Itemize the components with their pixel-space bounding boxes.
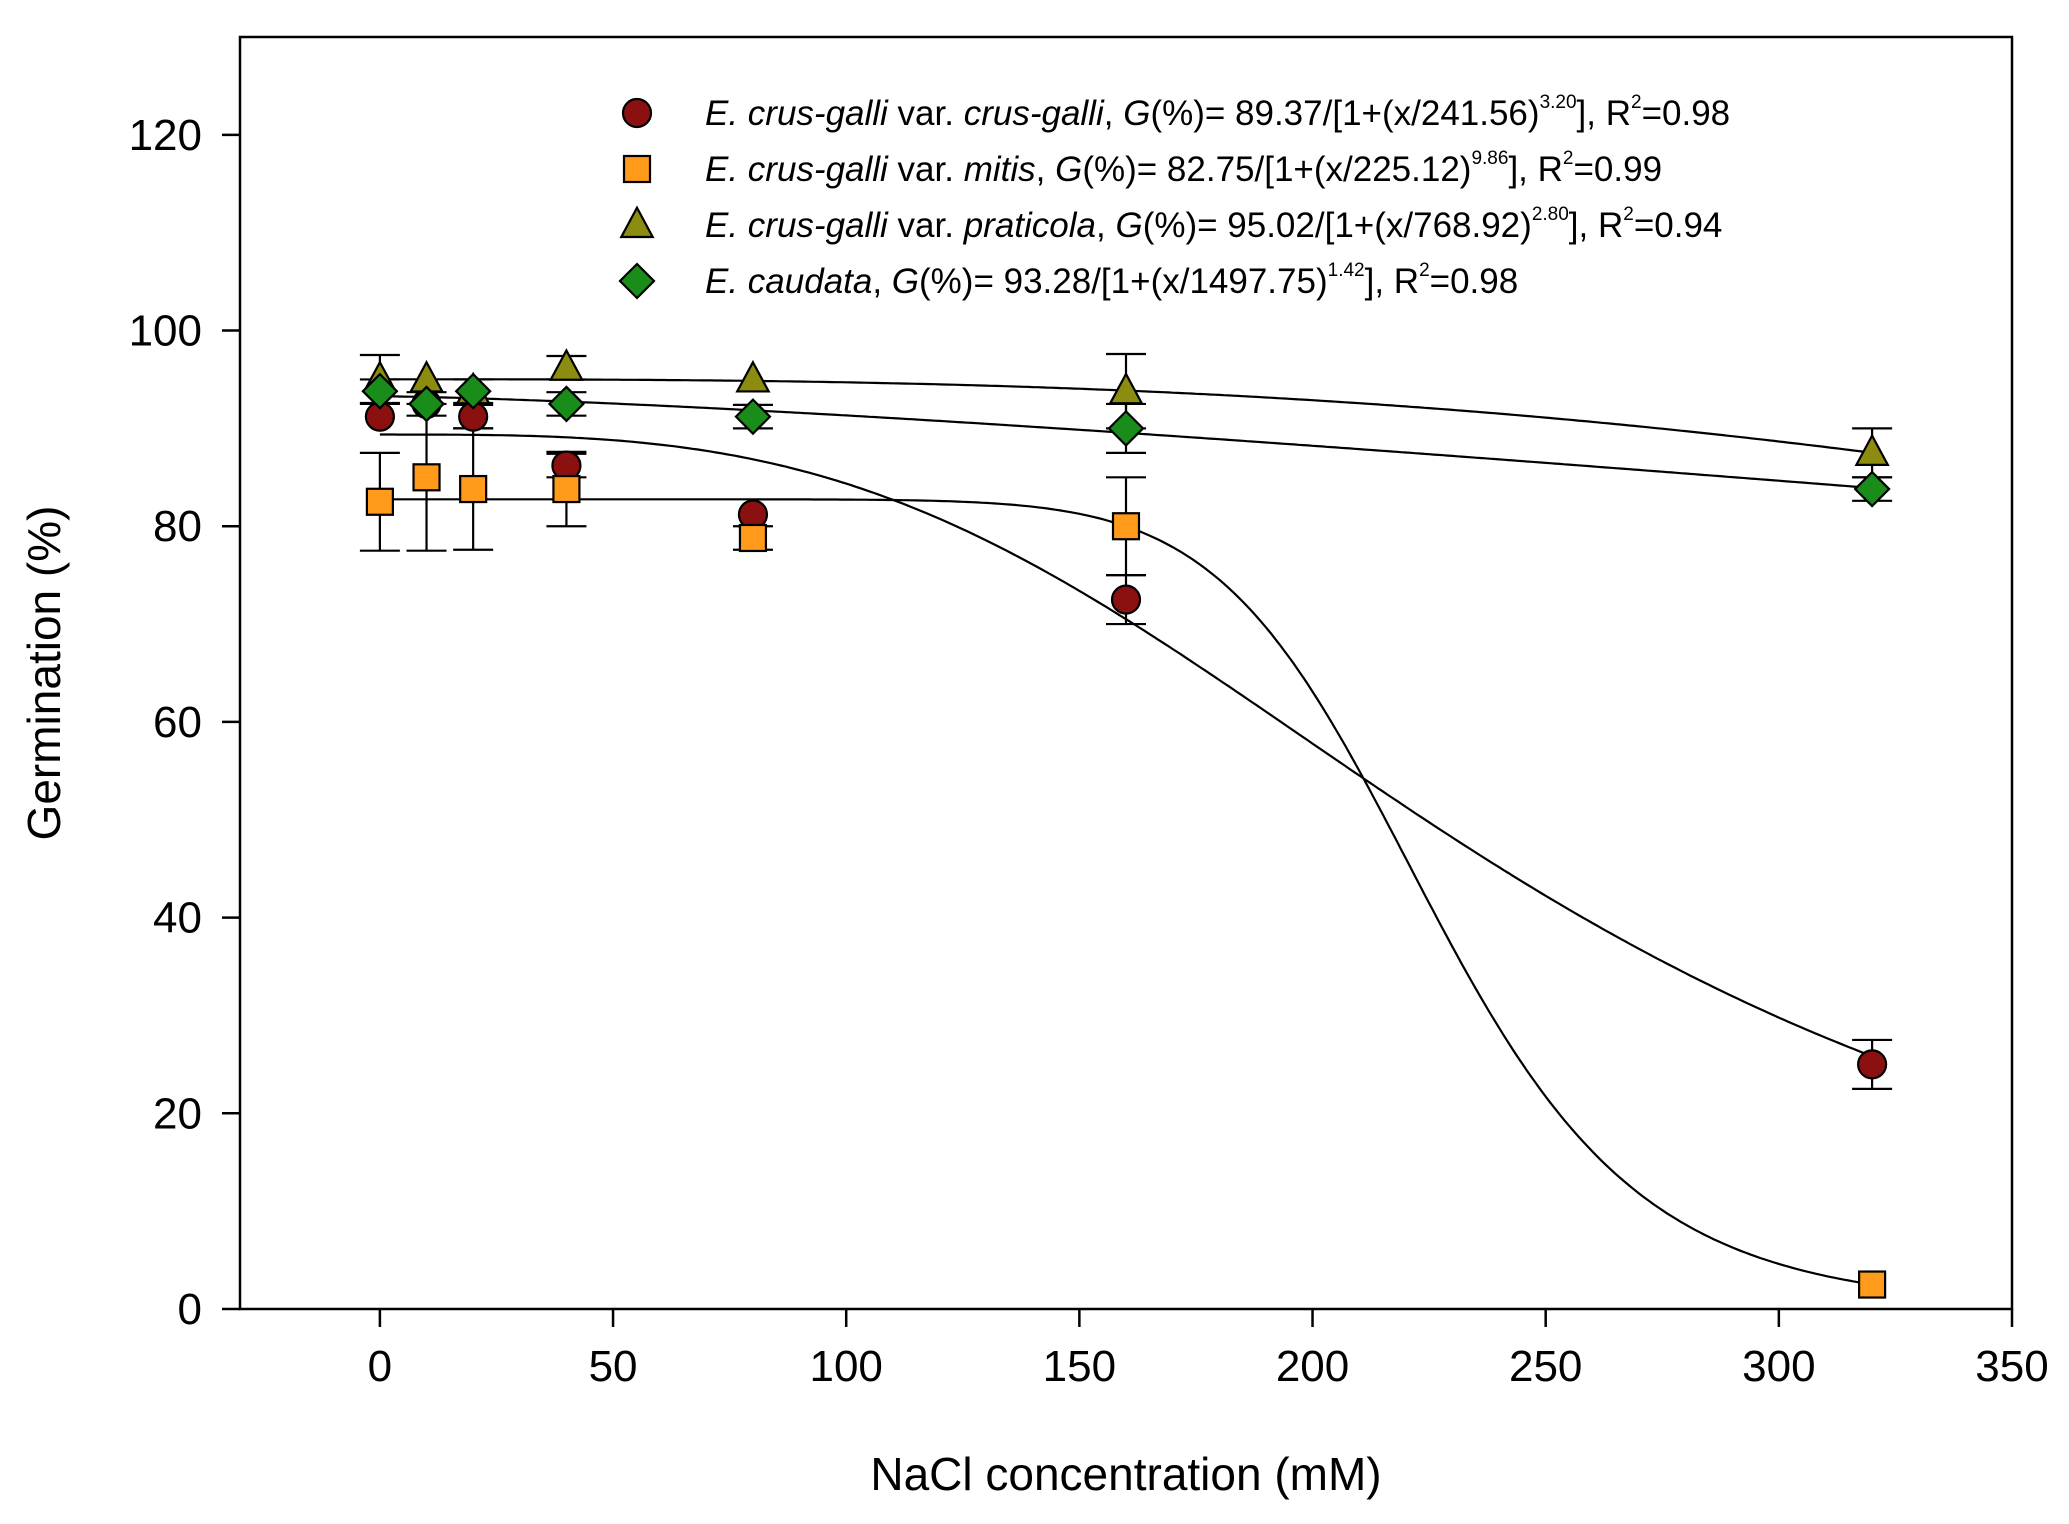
data-points (361, 348, 1891, 1299)
data-point-square (459, 474, 488, 504)
legend-item: E. crus-galli var. praticola, G(%)= 95.0… (619, 204, 1722, 245)
data-point-triangle (1108, 371, 1144, 405)
y-tick-label: 40 (153, 894, 202, 943)
data-point-diamond (361, 372, 399, 410)
data-point-square (412, 463, 441, 492)
legend-item: E. caudata, G(%)= 93.28/[1+(x/1497.75)1.… (618, 260, 1518, 301)
y-tick-label: 100 (129, 307, 202, 356)
legend-item: E. crus-galli var. crus-galli, G(%)= 89.… (621, 92, 1730, 133)
data-point-triangle (735, 359, 771, 393)
x-tick-label: 100 (809, 1342, 882, 1391)
y-tick-label: 0 (178, 1285, 202, 1334)
x-tick-label: 300 (1742, 1342, 1815, 1391)
legend-label: E. crus-galli var. praticola, G(%)= 95.0… (705, 204, 1722, 245)
legend-marker-circle (621, 97, 653, 129)
x-tick-label: 150 (1043, 1342, 1116, 1391)
plot-frame (238, 35, 2014, 1311)
legend-item: E. crus-galli var. mitis, G(%)= 82.75/[1… (622, 148, 1662, 189)
legend-marker-square (622, 154, 652, 184)
data-point-diamond (1107, 409, 1145, 447)
data-point-circle (1110, 584, 1142, 615)
y-tick-label: 120 (129, 111, 202, 160)
data-point-diamond (547, 385, 585, 423)
data-point-circle (1857, 1049, 1888, 1080)
data-point-triangle (548, 348, 585, 381)
data-point-diamond (1853, 470, 1891, 508)
legend-label: E. crus-galli var. mitis, G(%)= 82.75/[1… (705, 148, 1662, 189)
data-point-triangle (1854, 433, 1890, 466)
axes: 0 50 100 150 200 250 300 350 0 20 40 60 80 100 120 (129, 111, 2049, 1391)
data-point-square (552, 474, 581, 504)
y-tick-label: 20 (153, 1089, 202, 1138)
x-tick-label: 200 (1276, 1342, 1349, 1391)
x-tick-label: 0 (368, 1342, 392, 1391)
legend-label: E. crus-galli var. crus-galli, G(%)= 89.… (705, 92, 1730, 133)
y-tick-label: 60 (153, 698, 202, 747)
legend: E. crus-galli var. crus-galli, G(%)= 89.… (618, 92, 1730, 301)
legend-marker-triangle (619, 205, 655, 239)
data-point-square (365, 487, 394, 516)
x-tick-label: 350 (1975, 1342, 2048, 1391)
data-point-diamond (454, 372, 492, 410)
data-point-diamond (734, 398, 772, 436)
legend-marker-diamond (618, 262, 656, 300)
data-point-square (738, 523, 768, 553)
x-tick-label: 250 (1509, 1342, 1582, 1391)
x-axis-title: NaCl concentration (mM) (870, 1448, 1381, 1500)
data-point-square (1858, 1270, 1887, 1299)
legend-label: E. caudata, G(%)= 93.28/[1+(x/1497.75)1.… (705, 260, 1518, 301)
y-tick-label: 80 (153, 502, 202, 551)
x-tick-label: 50 (589, 1342, 638, 1391)
data-point-diamond (407, 385, 446, 423)
error-bars (359, 352, 1893, 1090)
data-point-square (1111, 512, 1141, 541)
y-axis-title: Germination (%) (18, 506, 70, 841)
